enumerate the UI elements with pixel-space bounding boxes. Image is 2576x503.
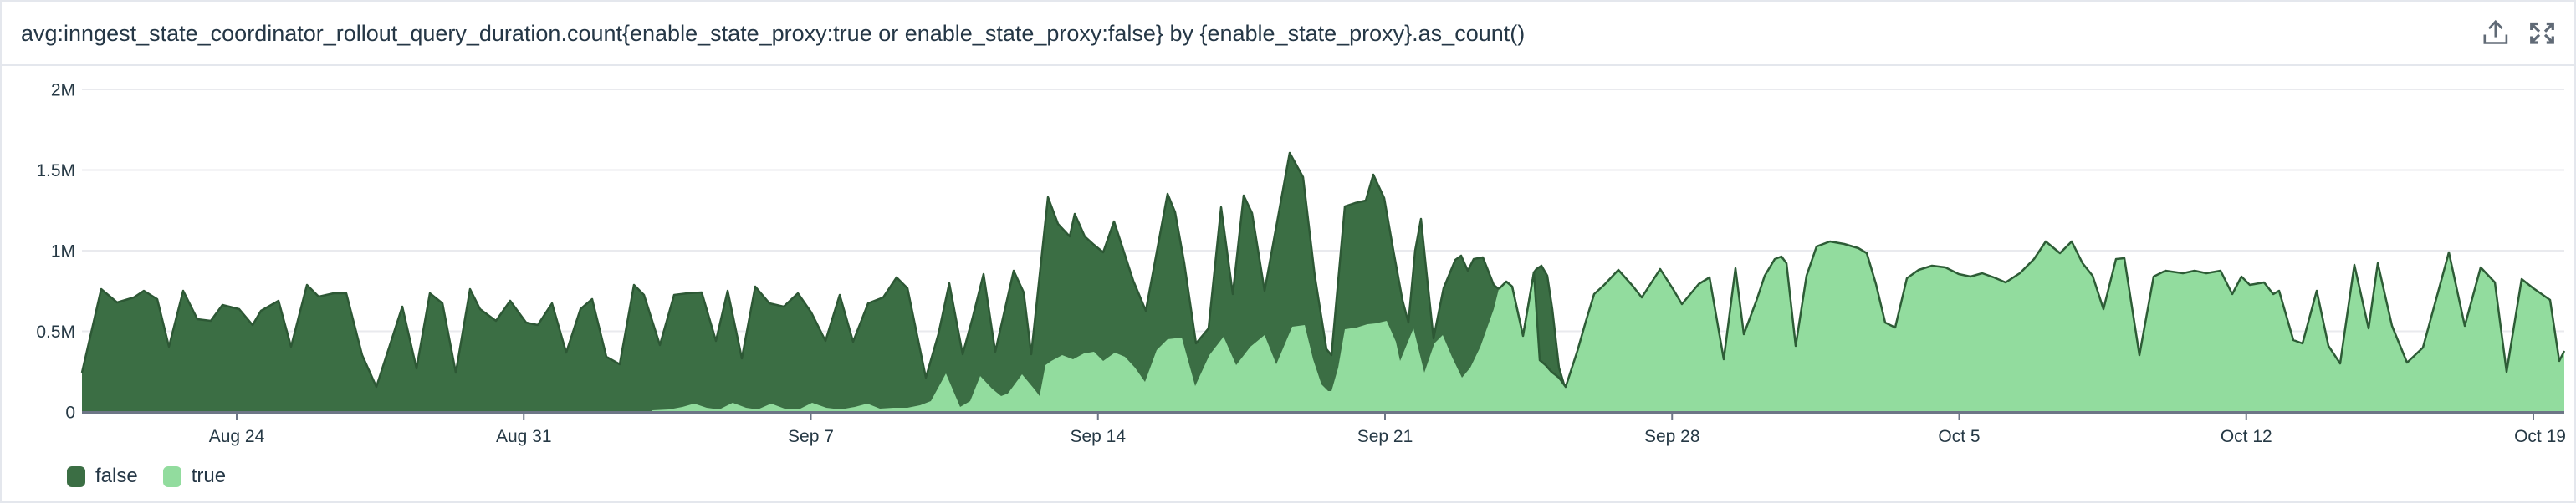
svg-text:0.5M: 0.5M: [36, 323, 75, 342]
svg-text:0: 0: [65, 404, 75, 423]
svg-text:Sep 7: Sep 7: [788, 427, 834, 446]
svg-text:Oct 12: Oct 12: [2221, 427, 2272, 446]
svg-text:Sep 28: Sep 28: [1644, 427, 1700, 446]
svg-text:Aug 24: Aug 24: [209, 427, 265, 446]
svg-text:Aug 31: Aug 31: [496, 427, 552, 446]
svg-text:1.5M: 1.5M: [36, 161, 75, 180]
svg-text:Oct 19: Oct 19: [2514, 427, 2566, 446]
svg-text:2M: 2M: [51, 81, 75, 100]
svg-text:1M: 1M: [51, 242, 75, 262]
svg-text:Sep 21: Sep 21: [1357, 427, 1413, 446]
svg-text:Oct 5: Oct 5: [1938, 427, 1980, 446]
svg-text:Sep 14: Sep 14: [1070, 427, 1126, 446]
